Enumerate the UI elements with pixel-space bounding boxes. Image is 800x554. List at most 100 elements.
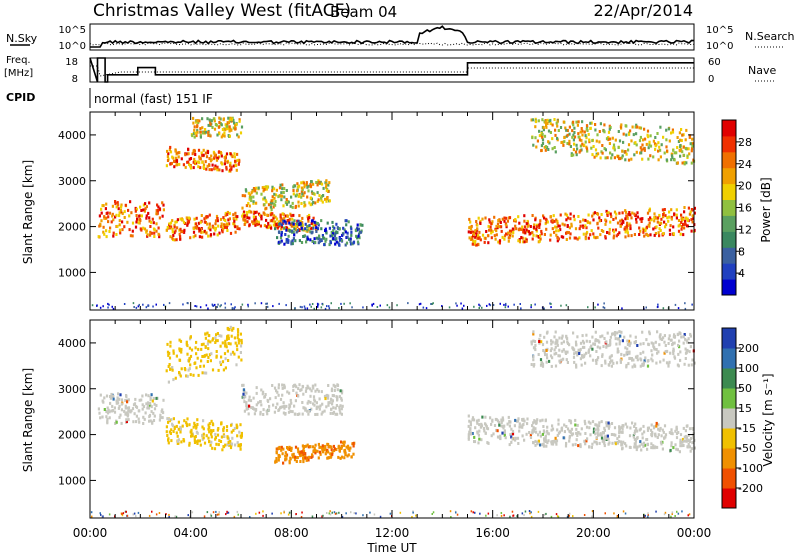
velocity-echo-cell <box>101 415 104 419</box>
power-echo-cell <box>296 182 299 186</box>
velocity-echo-cell <box>621 446 624 450</box>
velocity-echo-cell <box>240 341 243 345</box>
power-echo-cell <box>628 222 631 226</box>
velocity-echo-cell <box>318 397 321 401</box>
velocity-echo-cell <box>609 339 612 342</box>
power-echo-cell <box>241 214 244 218</box>
power-echo-cell <box>168 222 171 226</box>
velocity-echo-cell <box>332 410 336 414</box>
velocity-echo-cell <box>585 425 589 429</box>
power-echo-cell <box>654 232 657 235</box>
colorbar-segment <box>722 199 736 216</box>
velocity-echo-cell <box>471 416 475 420</box>
velocity-scatter-dot <box>329 510 331 513</box>
velocity-echo-cell <box>305 387 308 390</box>
velocity-echo-cell <box>583 345 586 349</box>
power-echo-cell <box>328 243 331 247</box>
velocity-echo-cell <box>509 420 512 424</box>
velocity-echo-cell <box>515 419 518 423</box>
colorbar-tick-label: 15 <box>738 402 752 415</box>
velocity-echo-cell <box>210 352 213 356</box>
power-echo-cell <box>291 201 294 205</box>
power-echo-cell <box>345 219 348 223</box>
power-scatter-dot <box>460 302 462 305</box>
power-echo-cell <box>283 226 286 230</box>
velocity-echo-cell <box>169 344 172 348</box>
velocity-echo-cell <box>319 404 322 408</box>
power-echo-cell <box>627 143 631 147</box>
velocity-echo-cell <box>678 450 681 454</box>
power-echo-cell <box>652 227 655 231</box>
velocity-scatter-dot <box>133 512 136 515</box>
velocity-echo-cell <box>577 348 580 352</box>
power-echo-cell <box>534 218 537 222</box>
power-echo-cell <box>475 232 478 236</box>
velocity-echo-cell <box>668 431 671 435</box>
power-scatter-dot <box>207 307 209 310</box>
power-echo-cell <box>626 216 629 220</box>
velocity-echo-cell <box>276 402 279 406</box>
power-echo-cell <box>693 228 696 232</box>
velocity-echo-cell <box>688 445 691 449</box>
velocity-echo-cell <box>332 406 335 410</box>
velocity-echo-cell <box>327 403 330 407</box>
velocity-echo-cell <box>230 334 233 338</box>
velocity-echo-cell <box>306 401 309 405</box>
velocity-echo-cell <box>510 440 513 444</box>
velocity-echo-cell <box>541 343 545 347</box>
velocity-echo-cell <box>682 439 685 443</box>
power-echo-cell <box>300 202 303 205</box>
velocity-scatter-dot <box>225 513 227 516</box>
power-echo-cell <box>523 228 526 232</box>
power-echo-cell <box>269 201 272 205</box>
power-echo-cell <box>537 235 540 238</box>
y-tick-label: 3000 <box>58 383 86 396</box>
velocity-echo-cell <box>522 417 525 421</box>
velocity-echo-cell <box>598 441 601 445</box>
velocity-echo-cell <box>692 433 695 437</box>
power-echo-cell <box>546 118 549 122</box>
power-echo-cell <box>596 235 599 239</box>
velocity-echo-cell <box>600 420 603 424</box>
power-echo-cell <box>290 242 293 246</box>
velocity-echo-cell <box>668 360 671 364</box>
velocity-scatter-dot <box>329 513 332 516</box>
velocity-scatter-dot <box>322 514 324 517</box>
velocity-echo-cell <box>618 431 621 435</box>
power-echo-cell <box>277 195 280 199</box>
power-echo-cell <box>667 219 670 223</box>
power-echo-cell <box>626 221 629 225</box>
velocity-echo-cell <box>674 429 677 433</box>
power-echo-cell <box>491 220 494 224</box>
velocity-echo-cell <box>200 343 203 347</box>
velocity-echo-cell <box>662 430 665 434</box>
power-echo-cell <box>273 192 276 196</box>
power-echo-cell <box>620 123 623 127</box>
freq-tick-top: 18 <box>65 57 78 68</box>
power-scatter-dot <box>530 304 532 307</box>
velocity-echo-cell <box>279 405 282 409</box>
velocity-echo-cell <box>613 433 616 437</box>
velocity-echo-cell <box>318 445 321 449</box>
velocity-echo-cell <box>276 390 279 394</box>
power-echo-cell <box>580 138 583 142</box>
velocity-echo-cell <box>648 330 651 334</box>
power-scatter-dot <box>684 302 686 305</box>
power-echo-cell <box>630 234 633 238</box>
velocity-scatter-dot <box>175 515 178 518</box>
power-echo-cell <box>469 230 472 234</box>
velocity-echo-cell <box>577 444 580 448</box>
velocity-echo-cell <box>624 422 627 426</box>
velocity-echo-cell <box>233 426 236 430</box>
velocity-echo-cell <box>224 357 227 361</box>
power-echo-cell <box>220 154 223 158</box>
velocity-echo-cell <box>108 410 111 414</box>
velocity-echo-cell <box>152 397 155 400</box>
power-echo-cell <box>500 229 503 233</box>
power-echo-cell <box>229 231 233 235</box>
colorbar-tick-label: 50 <box>738 382 752 395</box>
power-scatter-dot <box>234 306 236 309</box>
power-echo-cell <box>511 227 514 231</box>
power-echo-cell <box>186 223 189 227</box>
power-echo-cell <box>498 225 501 229</box>
